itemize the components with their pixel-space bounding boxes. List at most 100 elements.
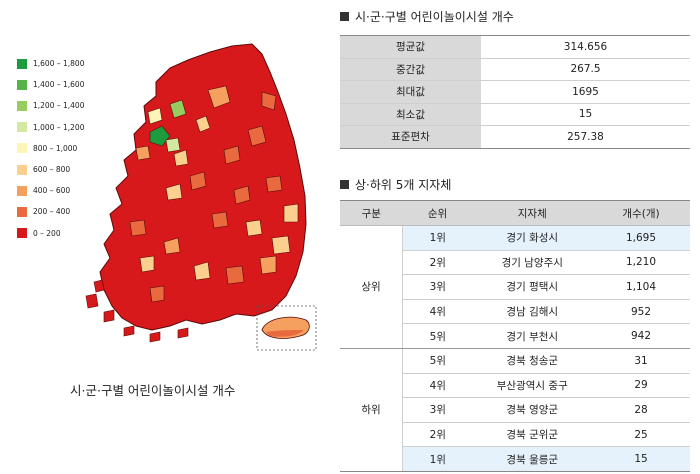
stats-label: 최소값 [340, 103, 481, 126]
ranking-row: 3위 경기 평택시 1,104 [340, 274, 690, 300]
group-label: 하위 [340, 348, 403, 472]
region-orange-6 [223, 145, 241, 165]
ranking-region: 경북 군위군 [472, 422, 592, 448]
legend-label: 1,200 – 1,400 [33, 101, 85, 111]
region-orange-5 [189, 171, 207, 191]
ranking-rank: 2위 [402, 422, 473, 448]
ranking-row: 5위 경기 부천시 942 [340, 323, 690, 349]
ranking-count: 1,695 [592, 225, 690, 251]
choropleth-map [85, 43, 317, 351]
stats-label: 중간값 [340, 58, 481, 81]
ranking-row: 상위 1위 경기 화성시 1,695 [340, 225, 690, 349]
stats-title-text: 시·군·구별 어린이놀이시설 개수 [355, 10, 514, 24]
jeju-south [266, 330, 304, 337]
legend-label: 1,600 – 1,800 [33, 59, 85, 69]
stats-value: 15 [481, 103, 690, 126]
region-orange-1 [207, 85, 231, 109]
legend-swatch [17, 143, 27, 154]
region-light-3 [147, 107, 163, 125]
legend-swatch [17, 206, 27, 217]
ranking-region: 경북 영양군 [472, 397, 592, 423]
region-orange-4 [135, 145, 151, 161]
ranking-row: 2위 경북 군위군 25 [340, 422, 690, 448]
region-pale-1 [165, 137, 181, 153]
ranking-count: 1,210 [592, 250, 690, 276]
legend-label: 600 – 800 [33, 165, 71, 175]
ranking-title-text: 상·하위 5개 지자체 [355, 178, 452, 192]
stats-label: 평균값 [340, 35, 481, 59]
region-light-4 [165, 183, 183, 201]
legend-item: 1,600 – 1,800 [17, 53, 84, 74]
stats-row: 평균값 314.656 [340, 35, 690, 59]
ranking-rank: 5위 [402, 323, 473, 349]
ranking-count: 29 [592, 373, 690, 399]
map-panel: 1,600 – 1,800 1,400 – 1,600 1,200 – 1,400 1… [0, 0, 335, 474]
map-caption: 시·군·구별 어린이놀이시설 개수 [70, 383, 236, 398]
legend-swatch [17, 228, 27, 239]
map-regions [129, 85, 299, 303]
legend-item: 600 – 800 [17, 159, 84, 180]
legend-item: 0 – 200 [17, 223, 84, 244]
stats-label: 표준편차 [340, 125, 481, 149]
region-orange-12 [129, 219, 147, 237]
ranking-rank: 5위 [402, 348, 473, 374]
stats-label: 최대값 [340, 80, 481, 104]
ranking-count: 15 [592, 446, 690, 472]
legend-swatch [17, 185, 27, 196]
region-orange-8 [265, 175, 283, 193]
square-bullet-icon [340, 180, 349, 189]
legend-item: 1,000 – 1,200 [17, 117, 84, 138]
legend-label: 1,000 – 1,200 [33, 122, 85, 132]
ranking-region: 부산광역시 중구 [472, 373, 592, 399]
header-group: 구분 [340, 200, 403, 226]
legend-swatch [17, 164, 27, 175]
ranking-row: 3위 경북 영양군 28 [340, 397, 690, 423]
ranking-region: 경북 울릉군 [472, 446, 592, 472]
legend-label: 200 – 400 [33, 207, 71, 217]
stats-row: 최대값 1695 [340, 80, 690, 104]
ranking-count: 25 [592, 422, 690, 448]
legend-swatch [17, 79, 27, 90]
ranking-region: 경기 남양주시 [472, 250, 592, 276]
legend-item: 800 – 1,000 [17, 138, 84, 159]
stats-row: 표준편차 257.38 [340, 125, 690, 149]
legend-item: 1,200 – 1,400 [17, 95, 84, 116]
ranking-row: 1위 경북 울릉군 15 [340, 446, 690, 472]
ranking-row: 4위 경남 김해시 952 [340, 299, 690, 325]
ranking-header-row: 구분 순위 지자체 개수(개) [340, 200, 690, 226]
ranking-count: 28 [592, 397, 690, 423]
legend-label: 400 – 600 [33, 186, 71, 196]
ranking-row: 4위 부산광역시 중구 29 [340, 373, 690, 399]
header-region: 지자체 [472, 200, 592, 226]
region-light-8 [139, 255, 155, 273]
region-orange-13 [149, 285, 165, 303]
region-light-9 [245, 219, 263, 237]
ranking-rank: 2위 [402, 250, 473, 276]
ranking-rank: 3위 [402, 397, 473, 423]
stats-value: 267.5 [481, 58, 690, 81]
ranking-count: 952 [592, 299, 690, 325]
legend-swatch [17, 122, 27, 133]
legend-item: 1,400 – 1,600 [17, 74, 84, 95]
legend-item: 400 – 600 [17, 180, 84, 201]
stats-row: 중간값 267.5 [340, 58, 690, 81]
region-light-2 [173, 149, 189, 167]
region-orange-7 [233, 185, 251, 205]
ranking-region: 경북 청송군 [472, 348, 592, 374]
square-bullet-icon [340, 12, 349, 21]
region-green-mid [169, 99, 187, 119]
ranking-region: 경기 화성시 [472, 225, 592, 251]
legend-label: 1,400 – 1,600 [33, 80, 85, 90]
header-count: 개수(개) [592, 200, 690, 226]
stats-value: 257.38 [481, 125, 690, 149]
region-light-1 [195, 115, 211, 133]
ranking-table: 구분 순위 지자체 개수(개) 상위 1위 경기 화성시 1,695 2위 경기 남양주시… [340, 200, 690, 472]
ranking-region: 경기 평택시 [472, 274, 592, 300]
region-orange-14 [211, 211, 229, 229]
region-orange-2 [247, 125, 267, 147]
region-light-7 [193, 261, 211, 281]
region-orange-3 [261, 91, 277, 111]
ranking-rank: 1위 [402, 446, 473, 472]
ranking-count: 1,104 [592, 274, 690, 300]
stats-row: 최소값 15 [340, 103, 690, 126]
